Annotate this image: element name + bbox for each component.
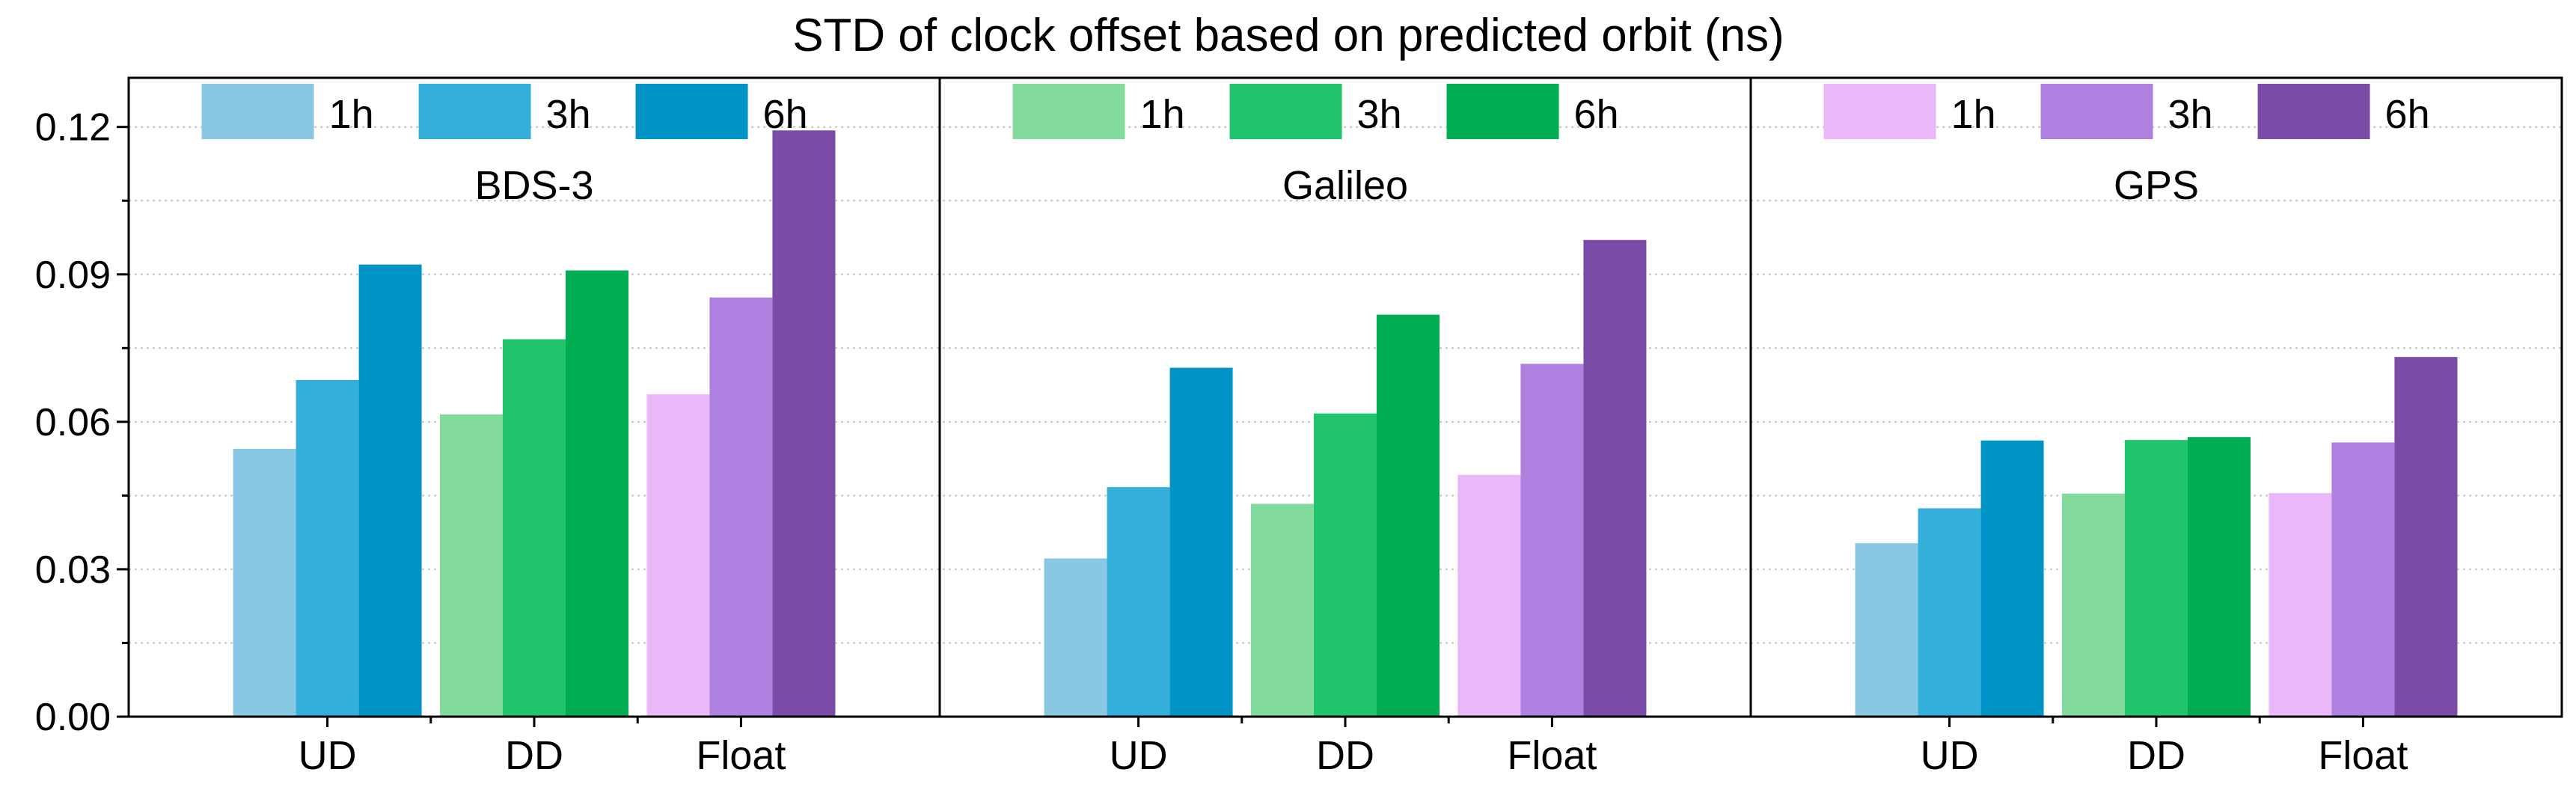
- legend-swatch: [1012, 84, 1125, 139]
- legend-swatch: [2257, 84, 2370, 139]
- bar: [440, 414, 503, 717]
- bar: [2125, 440, 2188, 717]
- bar: [566, 270, 628, 717]
- bar: [1169, 367, 1233, 717]
- legend-swatch: [201, 84, 314, 139]
- plot-area: 0.00 0.03 0.06 0.09 0.12 UD DD Float BDS-3 1h 3h 6h…: [35, 76, 2563, 778]
- legend-label: 6h: [1574, 92, 1619, 137]
- y-tick-label: 0.03: [35, 548, 111, 592]
- x-tick-label: DD: [505, 733, 563, 778]
- legend-swatch: [1823, 84, 1936, 139]
- bar: [2394, 357, 2458, 717]
- panel-label: Galileo: [1282, 163, 1408, 208]
- chart-title: STD of clock offset based on predicted o…: [792, 10, 1784, 61]
- bar: [2331, 442, 2395, 717]
- x-tick-label: Float: [696, 733, 786, 778]
- y-tick-label: 0.00: [35, 696, 111, 739]
- legend-label: 6h: [2385, 92, 2430, 137]
- bar: [1044, 558, 1107, 717]
- y-tick-label: 0.12: [35, 106, 111, 150]
- bar: [1251, 503, 1314, 717]
- bar: [1980, 440, 2044, 717]
- x-tick-label: Float: [2318, 733, 2408, 778]
- legend-label: 3h: [546, 92, 591, 137]
- bar: [1583, 239, 1647, 717]
- x-tick-label: Float: [1507, 733, 1597, 778]
- x-tick-label: UD: [299, 733, 357, 778]
- y-tick-label: 0.09: [35, 254, 111, 297]
- panel-label: BDS-3: [474, 163, 593, 208]
- bar: [1855, 543, 1918, 717]
- legend-swatch: [2040, 84, 2153, 139]
- bar: [503, 339, 566, 717]
- legend-swatch: [418, 84, 531, 139]
- bar: [1918, 508, 1981, 717]
- bar: [709, 297, 773, 717]
- bar: [772, 130, 836, 717]
- bar: [646, 394, 710, 717]
- legend-label: 1h: [329, 92, 374, 137]
- bar: [2268, 493, 2332, 717]
- legend-swatch: [1446, 84, 1559, 139]
- bar: [233, 448, 296, 717]
- y-tick-label: 0.06: [35, 401, 111, 444]
- bar: [296, 380, 359, 717]
- plot-frame: [127, 76, 2563, 718]
- legend-label: 1h: [1140, 92, 1185, 137]
- bar: [358, 264, 422, 717]
- x-tick-label: DD: [2127, 733, 2185, 778]
- x-tick-label: UD: [1110, 733, 1168, 778]
- legend-label: 1h: [1951, 92, 1996, 137]
- x-tick-label: DD: [1316, 733, 1374, 778]
- legend-swatch: [1229, 84, 1342, 139]
- legend-label: 3h: [2168, 92, 2213, 137]
- bar: [1520, 364, 1584, 717]
- bar: [2062, 493, 2125, 717]
- bar: [1457, 474, 1521, 717]
- bar: [1377, 314, 1440, 717]
- bar: [1314, 413, 1377, 717]
- x-tick-label: UD: [1921, 733, 1979, 778]
- legend-label: 6h: [763, 92, 808, 137]
- panel-label: GPS: [2114, 163, 2199, 208]
- bar: [2188, 437, 2251, 717]
- bar: [1107, 487, 1170, 717]
- legend-label: 3h: [1357, 92, 1402, 137]
- legend-swatch: [635, 84, 748, 139]
